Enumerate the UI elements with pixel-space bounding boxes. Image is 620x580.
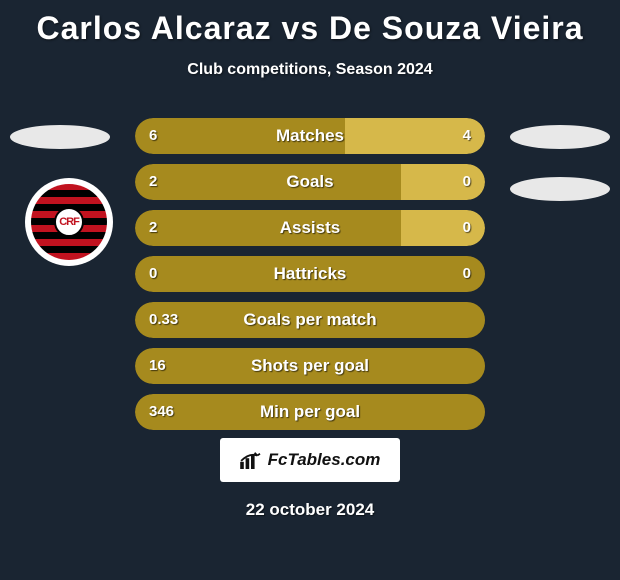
player-left-club-badge: CRF — [25, 178, 113, 266]
stat-row: Assists2 0 — [135, 210, 485, 246]
stat-row: Shots per goal16 — [135, 348, 485, 384]
stat-label: Assists — [135, 210, 485, 246]
stat-value-right: 0 — [463, 164, 471, 200]
branding-label: FcTables.com — [268, 450, 381, 470]
stat-label: Goals — [135, 164, 485, 200]
stat-row: Matches6 4 — [135, 118, 485, 154]
stat-value-left: 2 — [149, 210, 157, 246]
stat-row: Min per goal346 — [135, 394, 485, 430]
fctables-logo-icon — [240, 451, 262, 469]
stat-label: Goals per match — [135, 302, 485, 338]
player-left-photo-placeholder — [10, 125, 110, 149]
stat-value-left: 6 — [149, 118, 157, 154]
comparison-chart: Matches64Goals20Assists20Hattricks00Goal… — [135, 118, 485, 440]
stat-value-left: 2 — [149, 164, 157, 200]
date-label: 22 october 2024 — [0, 500, 620, 520]
stat-label: Matches — [135, 118, 485, 154]
flamengo-stripes-icon: CRF — [31, 184, 107, 260]
player-right-photo-placeholder — [510, 125, 610, 149]
flamengo-monogram-icon: CRF — [54, 207, 84, 237]
stat-label: Hattricks — [135, 256, 485, 292]
stat-value-left: 0.33 — [149, 302, 178, 338]
player-right-club-placeholder — [510, 177, 610, 201]
stat-label: Min per goal — [135, 394, 485, 430]
stat-value-left: 346 — [149, 394, 174, 430]
stat-row: Goals per match0.33 — [135, 302, 485, 338]
stat-label: Shots per goal — [135, 348, 485, 384]
page-subtitle: Club competitions, Season 2024 — [0, 61, 620, 79]
branding-badge: FcTables.com — [220, 438, 400, 482]
stat-value-left: 16 — [149, 348, 166, 384]
stat-value-left: 0 — [149, 256, 157, 292]
stat-value-right: 0 — [463, 256, 471, 292]
stat-row: Hattricks0 0 — [135, 256, 485, 292]
stat-value-right: 4 — [463, 118, 471, 154]
stat-row: Goals2 0 — [135, 164, 485, 200]
stat-value-right: 0 — [463, 210, 471, 246]
page-title: Carlos Alcaraz vs De Souza Vieira — [0, 0, 620, 47]
